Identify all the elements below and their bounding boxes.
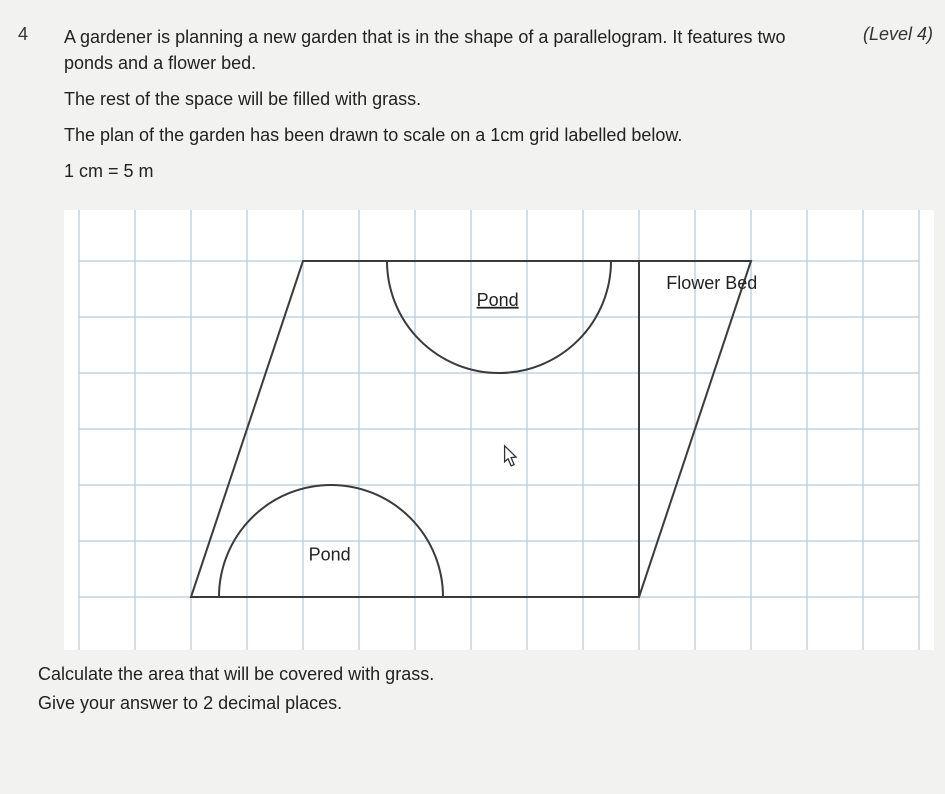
question-number: 4 bbox=[18, 24, 36, 45]
followup-line: Give your answer to 2 decimal places. bbox=[38, 693, 935, 714]
pond-bottom-label: Pond bbox=[309, 545, 351, 565]
followup-line: Calculate the area that will be covered … bbox=[38, 664, 935, 685]
question-header: 4 A gardener is planning a new garden th… bbox=[18, 24, 935, 194]
question-paragraph: The rest of the space will be filled wit… bbox=[64, 86, 835, 112]
garden-svg: Flower Bed Pond Pond bbox=[64, 210, 934, 650]
flower-bed-label: Flower Bed bbox=[666, 273, 757, 293]
question-paragraph: A gardener is planning a new garden that… bbox=[64, 24, 835, 76]
question-followup: Calculate the area that will be covered … bbox=[38, 664, 935, 714]
question-text: A gardener is planning a new garden that… bbox=[64, 24, 835, 194]
pond-top-label: Pond bbox=[477, 290, 519, 310]
garden-diagram: Flower Bed Pond Pond bbox=[64, 210, 935, 650]
level-label: (Level 4) bbox=[863, 24, 935, 45]
question-paragraph: The plan of the garden has been drawn to… bbox=[64, 122, 835, 148]
question-paragraph: 1 cm = 5 m bbox=[64, 158, 835, 184]
